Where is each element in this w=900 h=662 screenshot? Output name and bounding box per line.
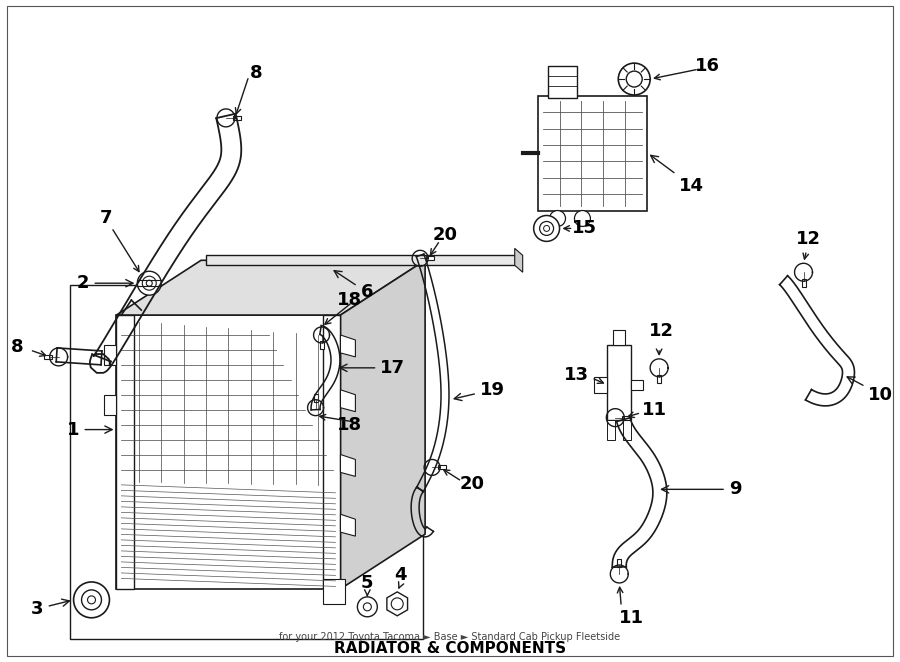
Text: 11: 11 <box>643 401 667 418</box>
Polygon shape <box>438 465 446 469</box>
Text: 18: 18 <box>338 291 363 309</box>
Bar <box>594 377 608 393</box>
Polygon shape <box>340 335 356 357</box>
Text: 15: 15 <box>572 219 597 238</box>
Bar <box>613 330 626 345</box>
Bar <box>608 345 631 420</box>
Circle shape <box>534 216 560 242</box>
Bar <box>608 420 616 440</box>
Text: 7: 7 <box>100 209 112 228</box>
Polygon shape <box>340 260 425 589</box>
Circle shape <box>87 596 95 604</box>
Circle shape <box>357 597 377 617</box>
Circle shape <box>550 211 565 226</box>
Text: 16: 16 <box>695 57 720 75</box>
Text: for your 2012 Toyota Tacoma ► Base ► Standard Cab Pickup Fleetside: for your 2012 Toyota Tacoma ► Base ► Sta… <box>279 632 621 641</box>
Bar <box>624 420 631 440</box>
Text: 12: 12 <box>796 230 821 248</box>
Circle shape <box>147 280 152 286</box>
Polygon shape <box>116 315 134 589</box>
Polygon shape <box>322 579 346 604</box>
Text: 2: 2 <box>77 274 133 292</box>
Text: 20: 20 <box>433 226 458 244</box>
Polygon shape <box>44 355 51 359</box>
Circle shape <box>618 63 650 95</box>
Text: 17: 17 <box>340 359 405 377</box>
Circle shape <box>544 226 550 232</box>
Polygon shape <box>116 315 340 589</box>
Polygon shape <box>657 375 662 383</box>
Polygon shape <box>340 455 356 477</box>
Circle shape <box>364 603 372 611</box>
Text: 11: 11 <box>618 609 644 627</box>
Text: 6: 6 <box>334 271 373 301</box>
Bar <box>631 380 644 390</box>
Polygon shape <box>426 256 434 260</box>
Circle shape <box>392 598 403 610</box>
Text: 5: 5 <box>361 574 374 592</box>
Circle shape <box>74 582 110 618</box>
Polygon shape <box>320 341 323 349</box>
Text: 14: 14 <box>651 156 704 195</box>
Polygon shape <box>313 394 318 402</box>
Polygon shape <box>104 395 116 414</box>
Text: 18: 18 <box>338 416 363 434</box>
Text: 8: 8 <box>11 338 23 356</box>
Text: 8: 8 <box>250 64 263 82</box>
Polygon shape <box>340 390 356 412</box>
Polygon shape <box>116 260 425 315</box>
Polygon shape <box>340 514 356 536</box>
Text: 1: 1 <box>68 420 112 439</box>
Bar <box>69 285 423 639</box>
Text: 20: 20 <box>460 475 485 493</box>
Polygon shape <box>622 416 630 420</box>
Polygon shape <box>322 315 340 589</box>
Text: RADIATOR & COMPONENTS: RADIATOR & COMPONENTS <box>334 641 566 656</box>
Text: 13: 13 <box>564 366 590 384</box>
Circle shape <box>574 211 590 226</box>
Circle shape <box>82 590 102 610</box>
Text: 12: 12 <box>649 322 673 340</box>
Circle shape <box>626 71 643 87</box>
Text: 9: 9 <box>662 481 742 498</box>
Bar <box>547 66 578 98</box>
Text: 4: 4 <box>394 566 407 584</box>
Text: 19: 19 <box>454 381 505 401</box>
Polygon shape <box>515 248 523 272</box>
Circle shape <box>540 222 554 236</box>
Polygon shape <box>233 116 241 120</box>
Polygon shape <box>206 256 515 265</box>
Text: 10: 10 <box>847 377 893 404</box>
Circle shape <box>138 271 161 295</box>
Polygon shape <box>617 559 621 567</box>
Bar <box>537 96 647 211</box>
Polygon shape <box>802 279 806 287</box>
Polygon shape <box>104 345 116 365</box>
Circle shape <box>142 276 157 290</box>
Text: 3: 3 <box>32 599 69 618</box>
Polygon shape <box>387 592 408 616</box>
